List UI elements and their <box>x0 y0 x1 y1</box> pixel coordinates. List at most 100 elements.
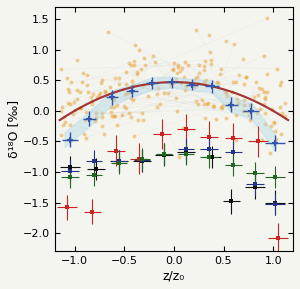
Point <box>66 87 70 92</box>
Point <box>69 80 74 85</box>
Point <box>172 61 177 66</box>
Point <box>155 92 160 97</box>
Point <box>112 97 117 102</box>
Point <box>224 94 229 98</box>
Point <box>174 96 179 101</box>
Point <box>110 114 114 118</box>
Point <box>139 111 144 115</box>
Point <box>58 132 63 137</box>
Point <box>219 105 224 109</box>
Point <box>89 95 94 99</box>
Point <box>94 111 99 116</box>
Point <box>279 111 284 116</box>
Point <box>128 63 133 68</box>
Point <box>68 102 73 107</box>
Point <box>99 81 103 85</box>
Point <box>85 83 89 88</box>
Point <box>85 90 90 94</box>
Point <box>94 95 99 100</box>
Point <box>219 67 224 72</box>
Point <box>265 72 269 76</box>
Point <box>151 54 156 59</box>
Point <box>89 98 94 103</box>
Point <box>128 114 133 119</box>
Point <box>268 124 273 129</box>
Point <box>129 95 134 100</box>
Point <box>112 113 117 118</box>
Point <box>63 120 68 125</box>
Point <box>108 84 113 89</box>
Point <box>208 58 213 62</box>
Point <box>277 83 282 87</box>
Point <box>124 106 129 111</box>
Point <box>130 83 135 88</box>
Point <box>231 80 236 84</box>
Point <box>193 77 197 82</box>
Point <box>93 118 98 123</box>
Point <box>176 65 181 69</box>
Point <box>94 115 99 120</box>
Point <box>279 79 283 84</box>
Point <box>89 101 94 106</box>
Point <box>126 90 131 95</box>
Point <box>200 97 204 102</box>
Point <box>204 78 209 82</box>
Point <box>242 98 247 102</box>
Point <box>183 60 188 64</box>
Point <box>197 71 202 75</box>
Point <box>273 129 278 134</box>
Point <box>67 89 71 94</box>
Point <box>212 104 217 108</box>
Point <box>70 111 75 116</box>
Point <box>96 93 101 97</box>
Point <box>194 99 199 103</box>
Point <box>134 69 139 74</box>
Point <box>82 117 87 122</box>
Point <box>99 115 104 120</box>
Point <box>196 102 201 107</box>
Point <box>156 86 161 90</box>
Point <box>93 117 98 121</box>
Point <box>244 75 249 80</box>
Y-axis label: δ¹⁸O [‰]: δ¹⁸O [‰] <box>7 100 20 158</box>
Point <box>124 70 129 75</box>
Point <box>72 99 76 104</box>
Point <box>171 67 176 72</box>
Point <box>202 68 207 73</box>
Point <box>202 80 207 84</box>
Point <box>141 55 146 60</box>
Point <box>234 97 239 101</box>
Point <box>122 104 126 109</box>
Point <box>132 59 136 64</box>
Point <box>220 103 225 108</box>
Point <box>255 92 260 97</box>
Point <box>173 77 178 81</box>
Point <box>237 72 242 77</box>
Point <box>283 101 287 106</box>
Point <box>180 65 184 70</box>
Point <box>61 123 66 127</box>
Point <box>233 112 238 117</box>
Point <box>114 123 119 127</box>
Point <box>262 102 266 106</box>
Point <box>121 87 126 91</box>
Point <box>242 81 247 86</box>
Point <box>262 90 267 95</box>
Point <box>251 95 256 99</box>
Point <box>161 90 166 95</box>
Point <box>80 80 84 85</box>
Point <box>72 107 77 112</box>
Point <box>208 49 213 54</box>
Point <box>262 95 267 99</box>
Point <box>127 60 132 65</box>
Point <box>79 105 83 110</box>
Point <box>274 137 279 142</box>
Point <box>124 82 128 86</box>
Point <box>206 32 211 37</box>
Point <box>143 63 148 68</box>
Point <box>233 79 238 84</box>
Point <box>196 62 201 67</box>
Point <box>165 91 170 96</box>
Point <box>244 75 248 80</box>
Point <box>146 94 150 98</box>
